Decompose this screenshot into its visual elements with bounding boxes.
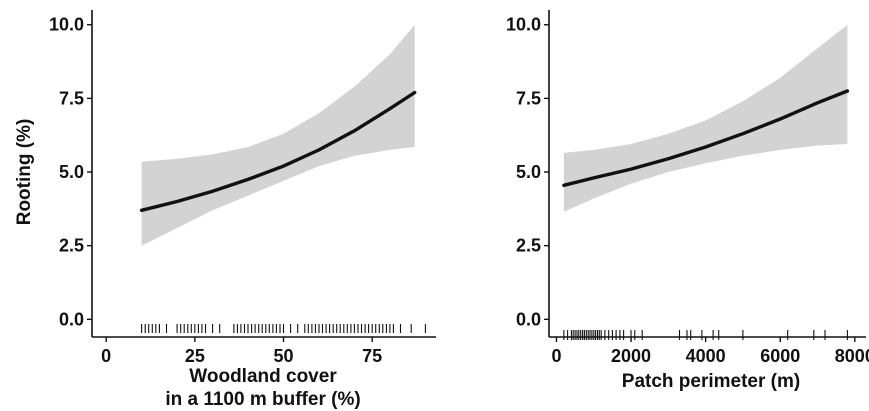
x-tick-label: 4000 (686, 346, 726, 366)
axis-labels-layer: 0.0 2.5 5.0 7.5 10.0 0 2000 4000 6000 8000 Patch p… (506, 15, 869, 392)
y-tick-label: 0.0 (59, 309, 84, 329)
panel-woodland-cover: 0.0 2.5 5.0 7.5 10.0 0 25 50 75 Woodland coverin … (14, 10, 436, 410)
y-tick-label: 0.0 (516, 309, 541, 329)
fit-line-layer (562, 89, 850, 188)
y-tick-label: 7.5 (516, 88, 541, 108)
x-tick-label: 75 (362, 346, 382, 366)
y-tick-label: 10.0 (49, 15, 84, 35)
x-tick-label: 8000 (835, 346, 869, 366)
x-tick-label: 25 (185, 346, 205, 366)
confidence-band-layer (563, 24, 848, 212)
x-axis-title: Patch perimeter (m) (622, 371, 800, 392)
axes-layer (544, 10, 866, 342)
fitted-line (139, 90, 417, 213)
x-axis-title: Woodland cover (189, 366, 337, 387)
x-tick-label: 50 (273, 346, 293, 366)
panel-patch-perimeter: 0.0 2.5 5.0 7.5 10.0 0 2000 4000 6000 8000 Patch p… (506, 10, 869, 392)
y-tick-label: 7.5 (59, 88, 84, 108)
fitted-line (562, 89, 850, 188)
x-tick-label: 6000 (760, 346, 800, 366)
y-tick-label: 5.0 (516, 162, 541, 182)
y-axis-title: Rooting (%) (14, 119, 35, 226)
y-tick-label: 2.5 (59, 236, 84, 256)
x-tick-label: 0 (101, 346, 111, 366)
confidence-band (141, 24, 415, 246)
y-tick-label: 2.5 (516, 236, 541, 256)
fit-line-layer (139, 90, 417, 213)
x-tick-label: 2000 (611, 346, 651, 366)
axis-labels-layer: 0.0 2.5 5.0 7.5 10.0 0 25 50 75 Woodland coverin … (14, 15, 382, 410)
axes-layer (87, 10, 436, 342)
x-tick-label: 0 (551, 346, 561, 366)
confidence-band-layer (141, 24, 415, 246)
x-axis-title: in a 1100 m buffer (%) (165, 389, 360, 410)
y-tick-label: 10.0 (506, 15, 541, 35)
rug-layer (563, 330, 848, 340)
rug-layer (141, 324, 426, 333)
confidence-band (563, 24, 848, 212)
y-tick-label: 5.0 (59, 162, 84, 182)
